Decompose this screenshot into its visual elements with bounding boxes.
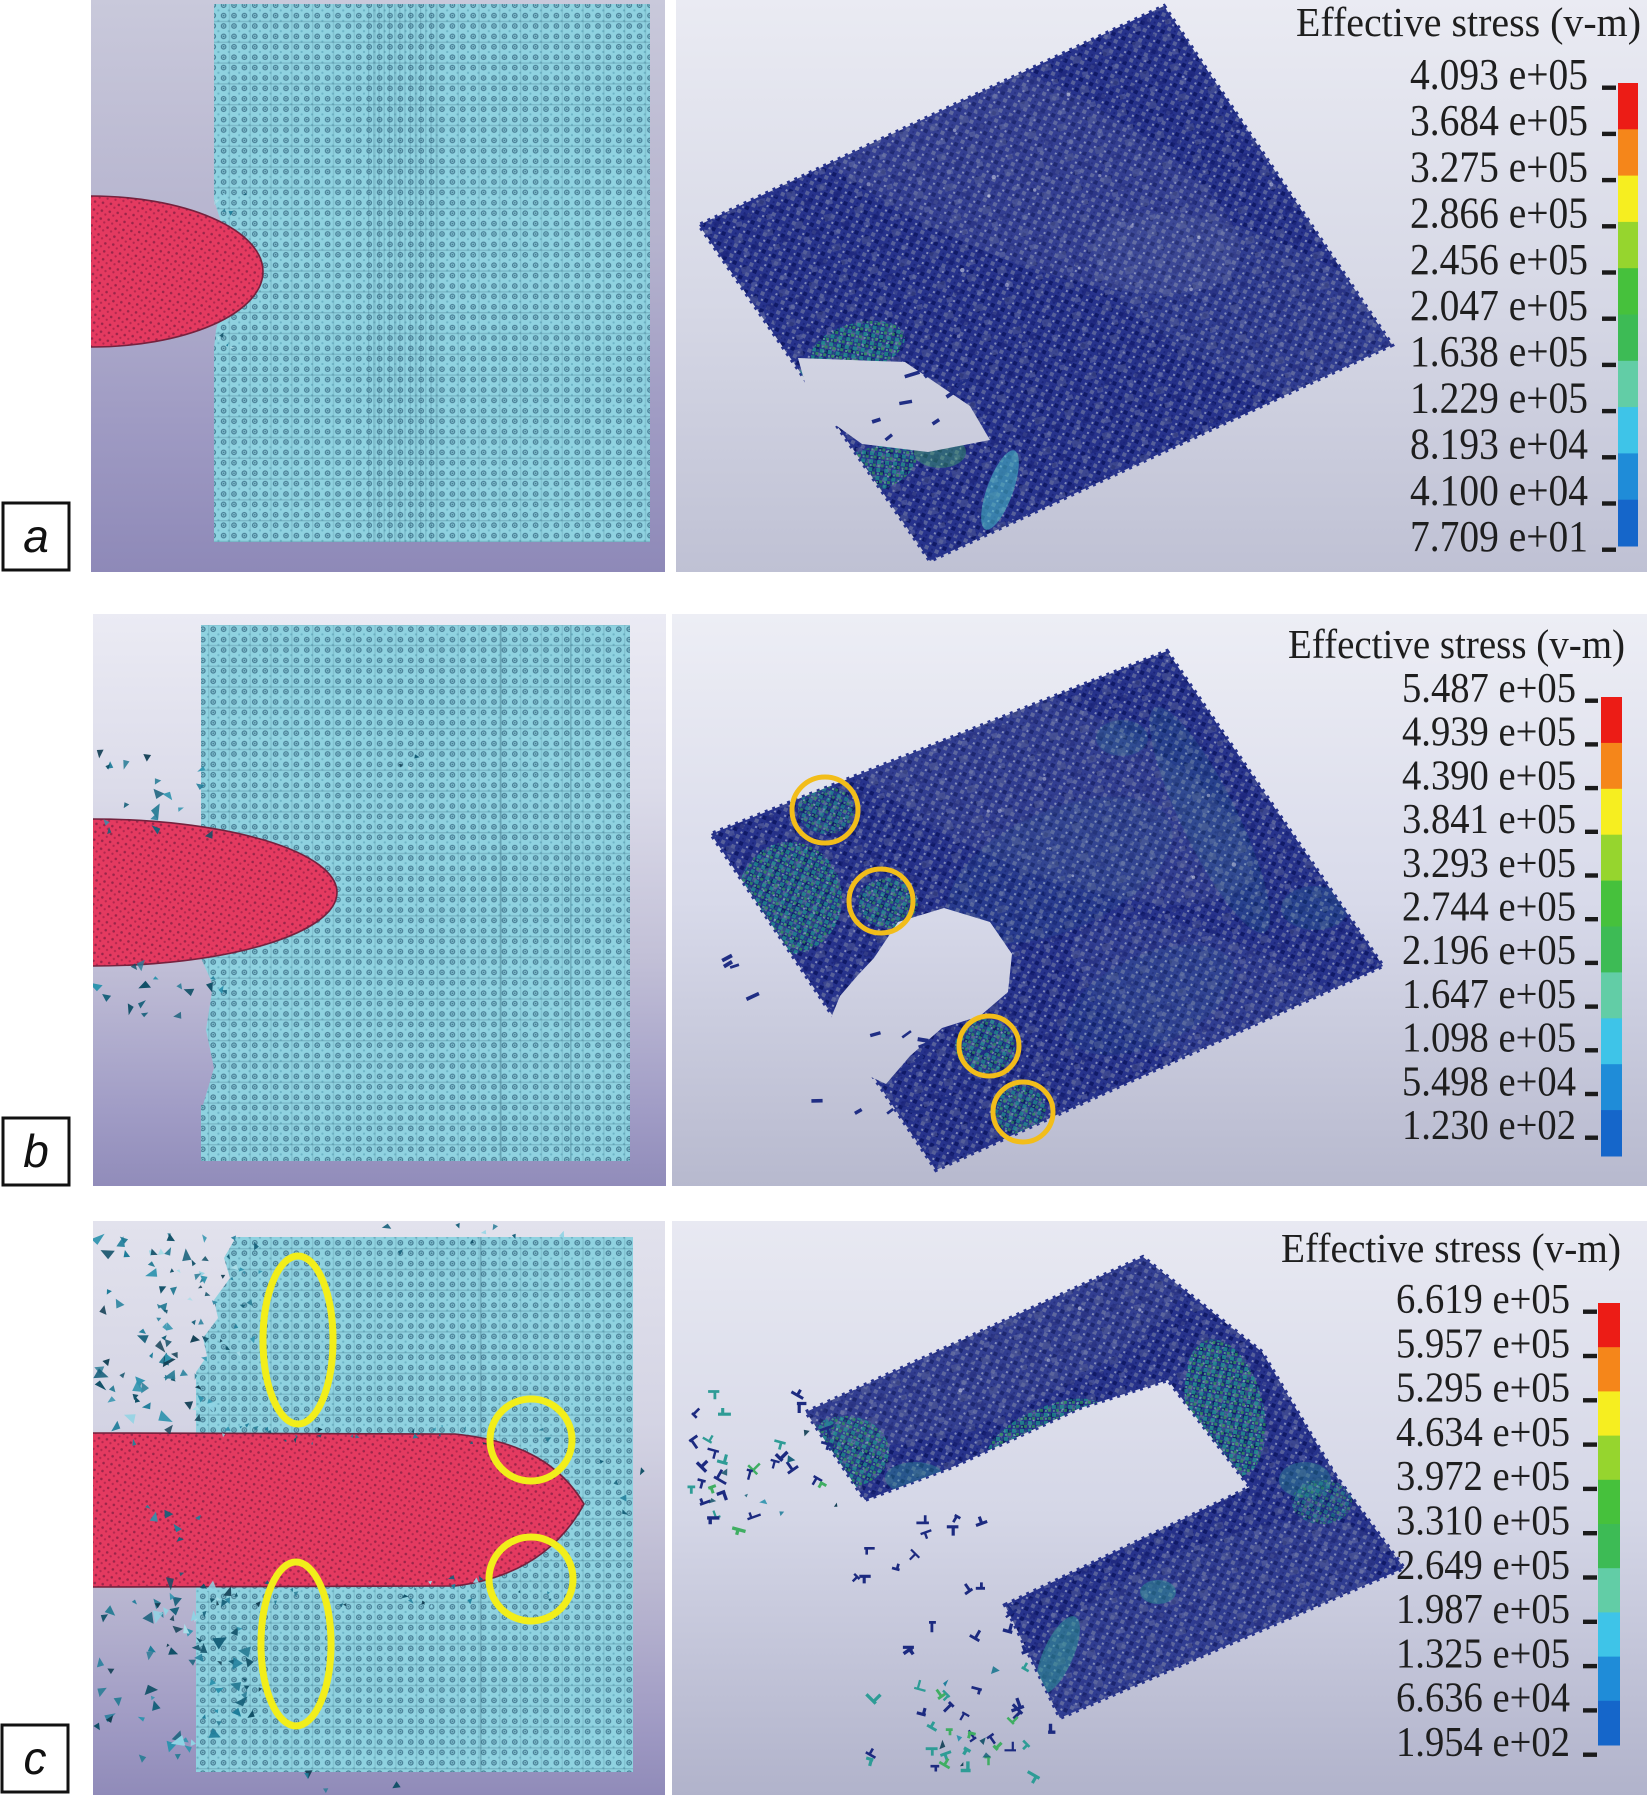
svg-text:1.954 e+02: 1.954 e+02 — [1396, 1720, 1570, 1766]
svg-text:5.295 e+05: 5.295 e+05 — [1396, 1366, 1570, 1412]
svg-text:6.619 e+05: 6.619 e+05 — [1396, 1277, 1570, 1323]
svg-text:1.638 e+05: 1.638 e+05 — [1410, 327, 1588, 376]
svg-text:2.744 e+05: 2.744 e+05 — [1402, 885, 1576, 931]
svg-text:3.275 e+05: 3.275 e+05 — [1410, 142, 1588, 191]
svg-text:2.196 e+05: 2.196 e+05 — [1402, 928, 1576, 974]
svg-text:1.098 e+05: 1.098 e+05 — [1402, 1016, 1576, 1062]
svg-text:1.230 e+02: 1.230 e+02 — [1402, 1103, 1576, 1149]
svg-text:3.972 e+05: 3.972 e+05 — [1396, 1454, 1570, 1500]
svg-text:7.709 e+01: 7.709 e+01 — [1410, 512, 1588, 561]
svg-text:4.390 e+05: 4.390 e+05 — [1402, 753, 1576, 799]
svg-text:5.487 e+05: 5.487 e+05 — [1402, 666, 1576, 712]
svg-text:1.647 e+05: 1.647 e+05 — [1402, 972, 1576, 1018]
svg-text:4.634 e+05: 4.634 e+05 — [1396, 1410, 1570, 1456]
svg-text:8.193 e+04: 8.193 e+04 — [1410, 420, 1588, 469]
svg-text:1.325 e+05: 1.325 e+05 — [1396, 1631, 1570, 1677]
svg-text:5.957 e+05: 5.957 e+05 — [1396, 1321, 1570, 1367]
svg-text:2.866 e+05: 2.866 e+05 — [1410, 189, 1588, 238]
svg-text:4.093 e+05: 4.093 e+05 — [1410, 50, 1588, 99]
svg-text:6.636 e+04: 6.636 e+04 — [1396, 1676, 1570, 1722]
svg-text:1.229 e+05: 1.229 e+05 — [1410, 373, 1588, 422]
svg-text:3.310 e+05: 3.310 e+05 — [1396, 1499, 1570, 1545]
svg-text:Effective stress (v-m): Effective stress (v-m) — [1281, 1225, 1621, 1271]
svg-text:Effective stress (v-m): Effective stress (v-m) — [1288, 621, 1625, 667]
svg-text:3.684 e+05: 3.684 e+05 — [1410, 96, 1588, 145]
svg-text:2.047 e+05: 2.047 e+05 — [1410, 281, 1588, 330]
svg-text:Effective stress (v-m): Effective stress (v-m) — [1296, 0, 1641, 45]
svg-text:4.939 e+05: 4.939 e+05 — [1402, 710, 1576, 756]
svg-text:5.498 e+04: 5.498 e+04 — [1402, 1059, 1576, 1105]
svg-text:2.649 e+05: 2.649 e+05 — [1396, 1543, 1570, 1589]
svg-text:2.456 e+05: 2.456 e+05 — [1410, 235, 1588, 284]
svg-text:b: b — [23, 1125, 49, 1177]
svg-text:c: c — [24, 1732, 47, 1784]
svg-text:3.293 e+05: 3.293 e+05 — [1402, 841, 1576, 887]
svg-text:1.987 e+05: 1.987 e+05 — [1396, 1587, 1570, 1633]
svg-text:4.100 e+04: 4.100 e+04 — [1410, 466, 1588, 515]
svg-text:3.841 e+05: 3.841 e+05 — [1402, 797, 1576, 843]
svg-text:a: a — [23, 510, 49, 562]
